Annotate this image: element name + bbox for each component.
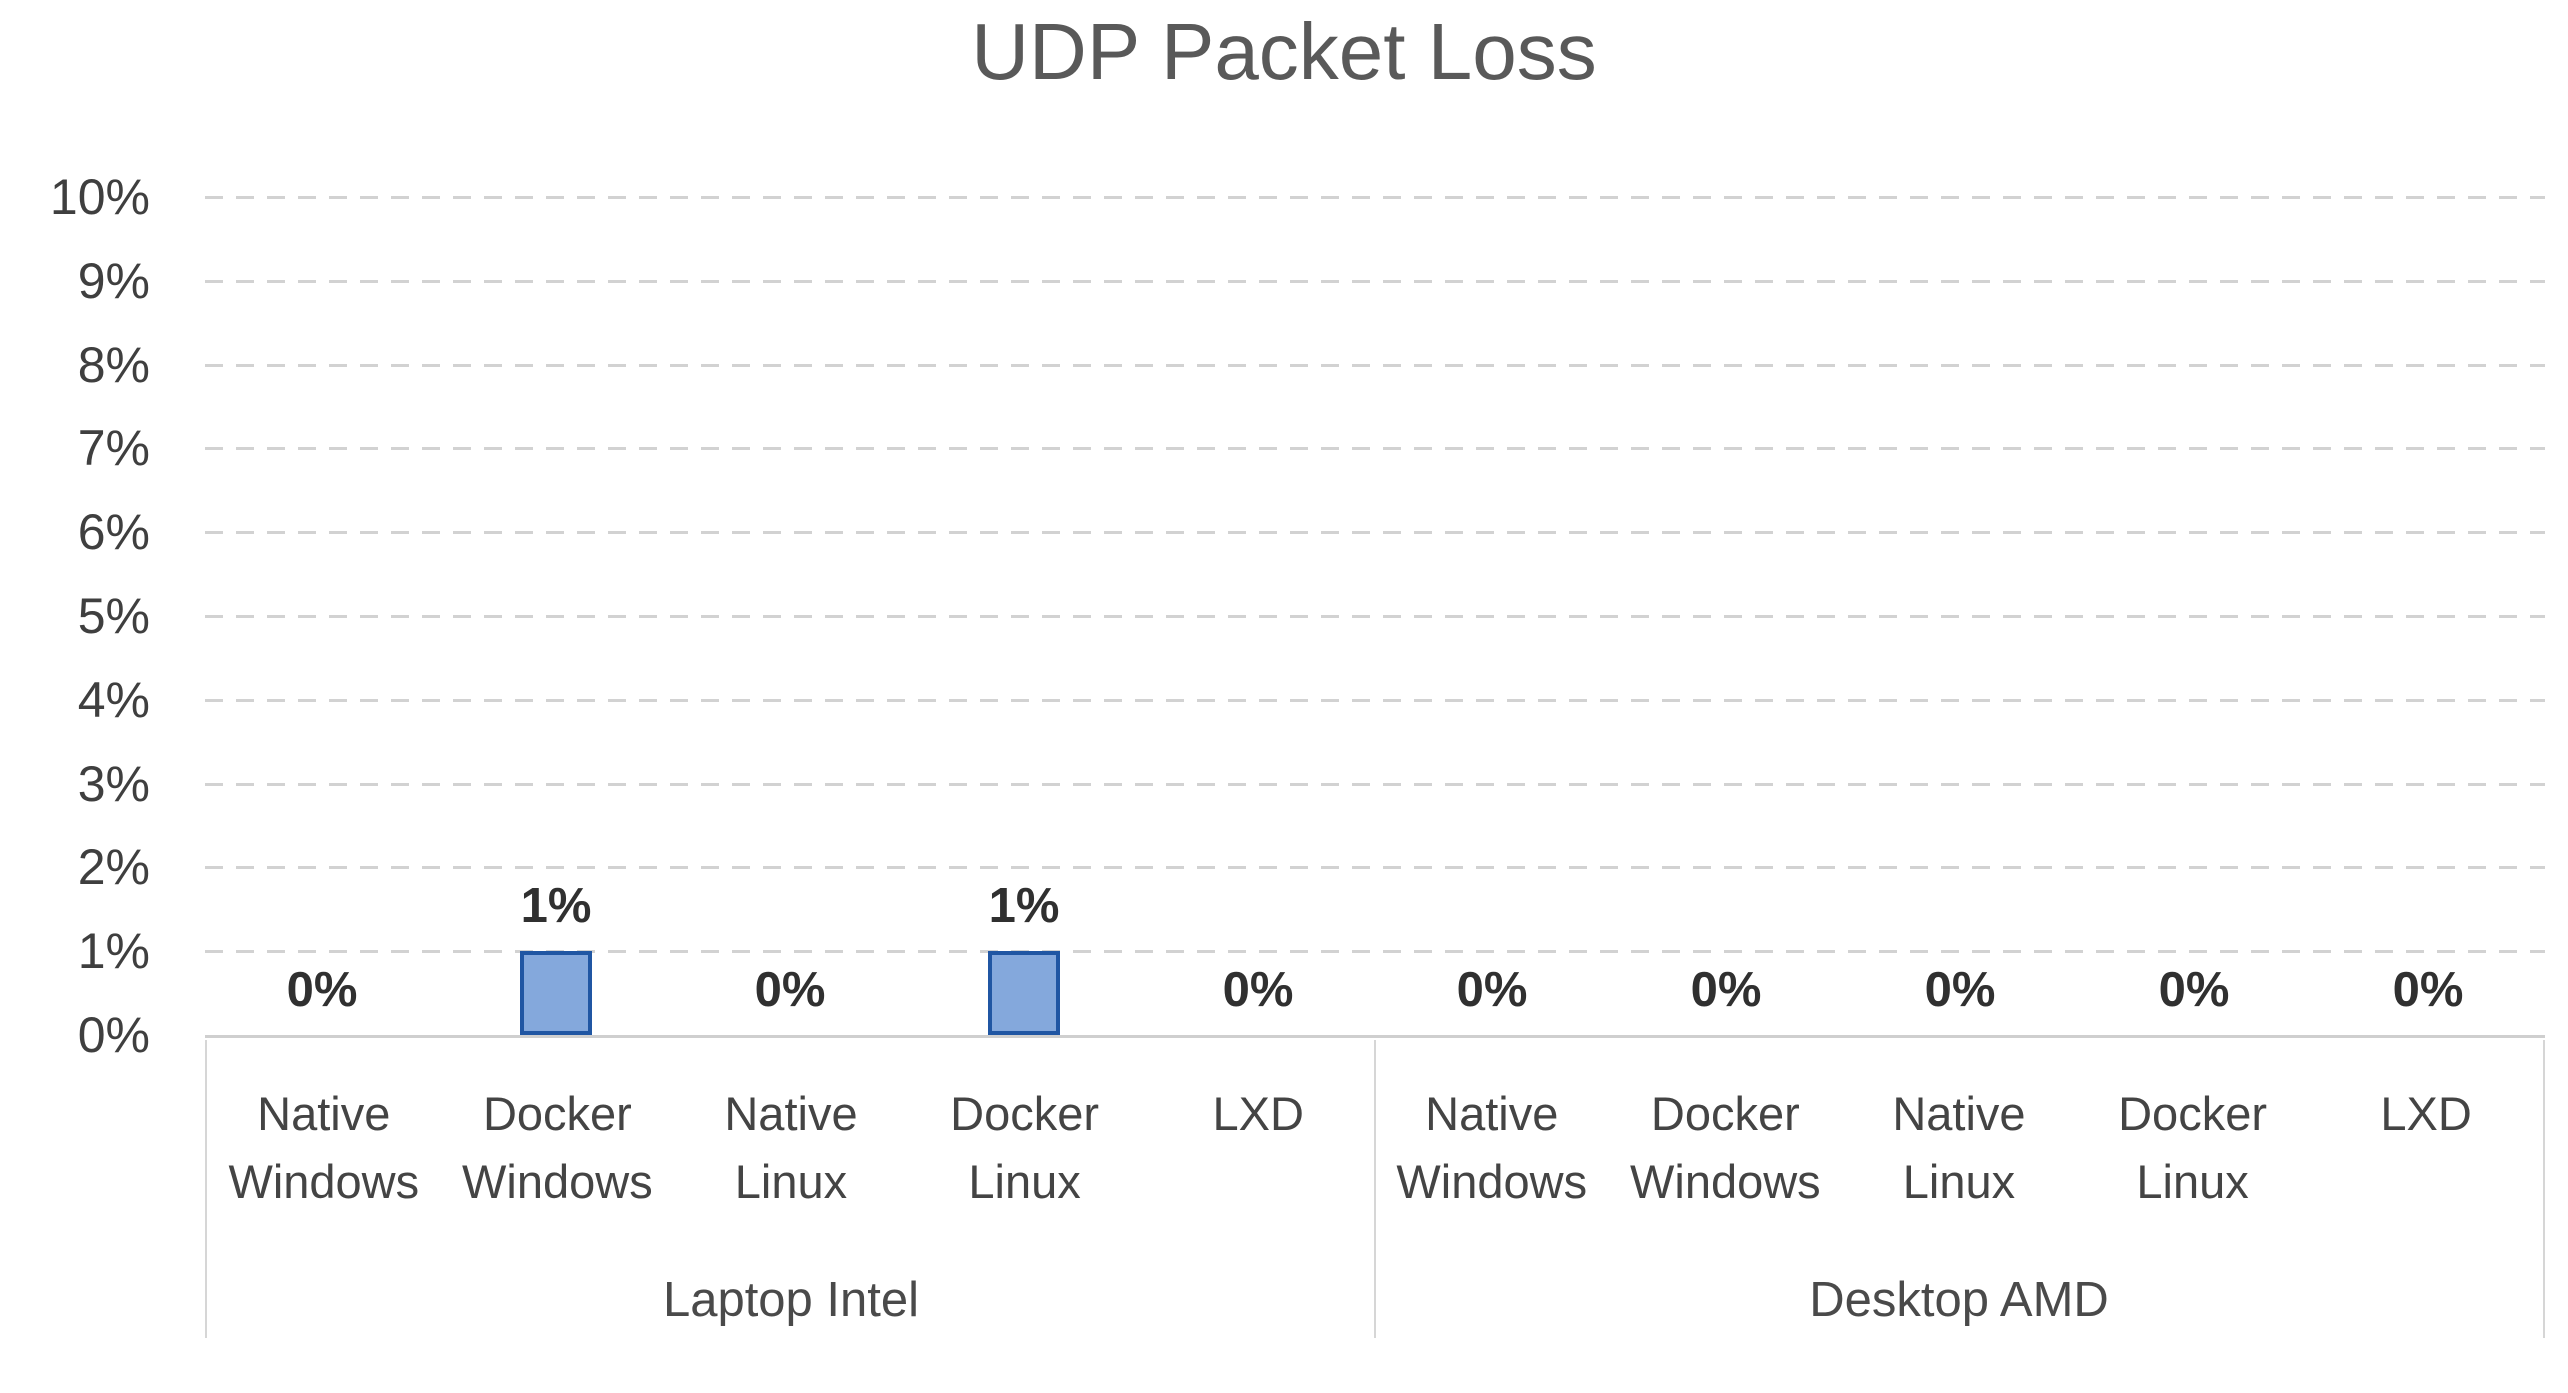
bar-laptop-docker-linux — [988, 951, 1060, 1035]
category-label-desktop-docker-windows: Docker Windows — [1630, 1087, 1821, 1208]
data-label-laptop-docker-linux: 1% — [988, 879, 1060, 934]
slot-laptop-native-linux: 0% — [673, 197, 907, 1035]
gridline-3pct — [205, 782, 2545, 786]
y-tick-label: 1% — [77, 923, 150, 980]
category-label-desktop-native-windows: Native Windows — [1396, 1087, 1588, 1208]
slot-laptop-native-windows: 0% — [205, 197, 439, 1035]
bar-slots: 0% 1% 0% 1% 0% 0% — [205, 197, 2545, 1035]
category-label-desktop-docker-linux: Docker Linux — [2118, 1087, 2267, 1208]
chart-title: UDP Packet Loss — [971, 7, 1597, 96]
y-tick-label: 6% — [77, 504, 150, 561]
category-label-laptop-native-windows: Native Windows — [228, 1087, 420, 1208]
category-label-laptop-native-linux: Native Linux — [724, 1087, 858, 1208]
data-label-laptop-native-linux: 0% — [754, 963, 826, 1017]
y-tick-label: 5% — [77, 588, 150, 644]
x-axis: Native Windows Docker Windows Native Lin… — [205, 1040, 2545, 1338]
data-label-laptop-lxd: 0% — [1222, 963, 1294, 1017]
y-tick-label: 8% — [77, 336, 150, 393]
gridline-7pct — [205, 447, 2545, 451]
data-label-desktop-docker-windows: 0% — [1690, 963, 1762, 1017]
plot-area: 0% 1% 0% 1% 0% 0% — [205, 196, 2545, 1038]
y-axis: 10% 9% 8% 7% 6% 5% 4% 3% 2% 1% 0% — [0, 169, 150, 1063]
gridline-6pct — [205, 531, 2545, 535]
gridline-2pct — [205, 866, 2545, 870]
y-tick-label: 4% — [77, 671, 150, 728]
category-labels-row: Native Windows Docker Windows Native Lin… — [207, 1080, 2543, 1216]
data-label-laptop-docker-windows: 1% — [520, 879, 592, 934]
gridline-8pct — [205, 363, 2545, 367]
data-label-desktop-native-linux: 0% — [1924, 963, 1996, 1017]
slot-desktop-docker-linux: 0% — [2077, 197, 2311, 1035]
y-tick-label: 3% — [77, 755, 150, 812]
data-label-desktop-lxd: 0% — [2392, 963, 2464, 1017]
y-tick-label: 9% — [77, 252, 150, 309]
bar-laptop-docker-windows — [520, 951, 592, 1035]
slot-laptop-docker-windows: 1% — [439, 197, 673, 1035]
category-label-laptop-docker-linux: Docker Linux — [950, 1087, 1100, 1208]
slot-desktop-native-windows: 0% — [1375, 197, 1609, 1035]
category-label-laptop-lxd: LXD — [1212, 1087, 1304, 1140]
slot-desktop-lxd: 0% — [2311, 197, 2545, 1035]
y-tick-label: 10% — [49, 169, 150, 225]
gridline-4pct — [205, 698, 2545, 702]
group-label-desktop-amd: Desktop AMD — [1809, 1273, 2109, 1327]
data-label-desktop-docker-linux: 0% — [2158, 963, 2230, 1017]
gridline-5pct — [205, 615, 2545, 618]
y-tick-label: 7% — [77, 420, 150, 477]
gridline-1pct — [205, 950, 2545, 954]
group-label-laptop-intel: Laptop Intel — [662, 1273, 920, 1327]
category-label-laptop-docker-windows: Docker Windows — [462, 1087, 653, 1208]
gridline-9pct — [205, 279, 2545, 283]
y-tick-label: 0% — [77, 1007, 150, 1063]
data-label-desktop-native-windows: 0% — [1456, 963, 1528, 1017]
slot-laptop-docker-linux: 1% — [907, 197, 1141, 1035]
data-label-laptop-native-windows: 0% — [286, 963, 358, 1017]
slot-desktop-native-linux: 0% — [1843, 197, 2077, 1035]
category-label-desktop-lxd: LXD — [2380, 1087, 2472, 1140]
category-label-desktop-native-linux: Native Linux — [1892, 1087, 2026, 1208]
y-tick-label: 2% — [77, 839, 150, 896]
gridline-10pct — [205, 196, 2545, 199]
slot-desktop-docker-windows: 0% — [1609, 197, 1843, 1035]
group-divider — [1374, 1040, 1376, 1338]
slot-laptop-lxd: 0% — [1141, 197, 1375, 1035]
